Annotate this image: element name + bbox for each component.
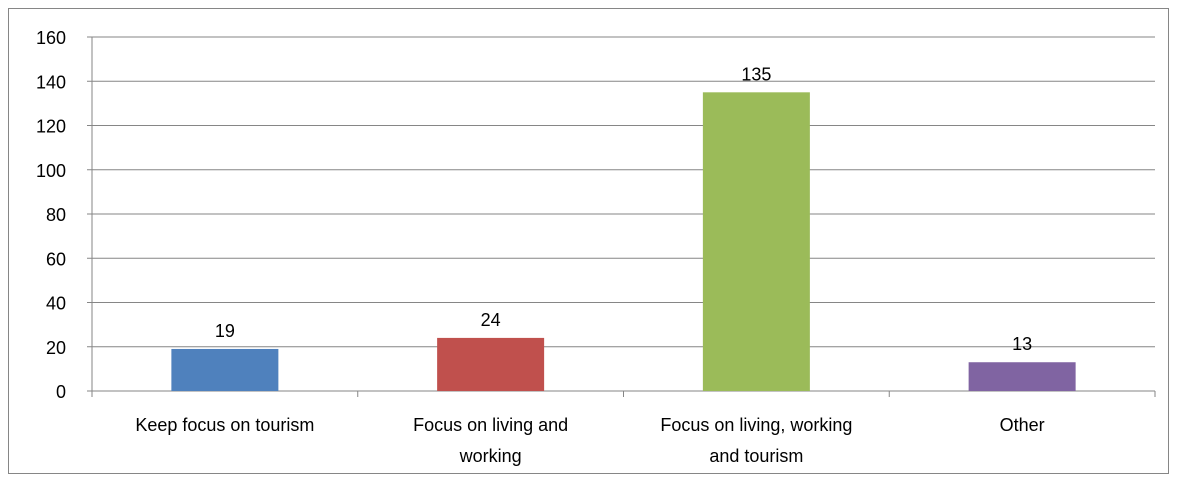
y-tick-label: 80 [46, 205, 66, 225]
axes [87, 36, 1156, 397]
bars [171, 92, 1076, 391]
y-tick-label: 100 [36, 161, 66, 181]
x-tick-label: Keep focus on tourism [135, 415, 314, 435]
data-label: 19 [215, 321, 235, 341]
y-axis-ticks: 0 20 40 60 80 100 120 140 160 [36, 28, 66, 402]
bar [702, 92, 810, 391]
y-tick-label: 40 [46, 294, 66, 314]
y-tick-label: 160 [36, 28, 66, 48]
data-label: 13 [1012, 334, 1032, 354]
y-tick-label: 0 [56, 382, 66, 402]
x-tick-label: Focus on living and working [413, 415, 568, 466]
data-label: 135 [741, 64, 771, 84]
data-label: 24 [481, 310, 501, 330]
data-labels: 19 24 135 13 [215, 64, 1032, 354]
y-tick-label: 20 [46, 338, 66, 358]
chart-area [8, 8, 1169, 474]
y-tick-label: 60 [46, 249, 66, 269]
y-tick-label: 140 [36, 72, 66, 92]
x-tick-label: Other [1000, 415, 1045, 435]
x-tick-label: Focus on living, working and tourism [660, 415, 852, 466]
y-tick-label: 120 [36, 117, 66, 137]
gridlines [92, 36, 1155, 348]
bar [437, 337, 545, 391]
x-axis-ticks: Keep focus on tourism Focus on living and… [135, 415, 1044, 466]
bar [171, 348, 279, 391]
bar [968, 362, 1076, 391]
